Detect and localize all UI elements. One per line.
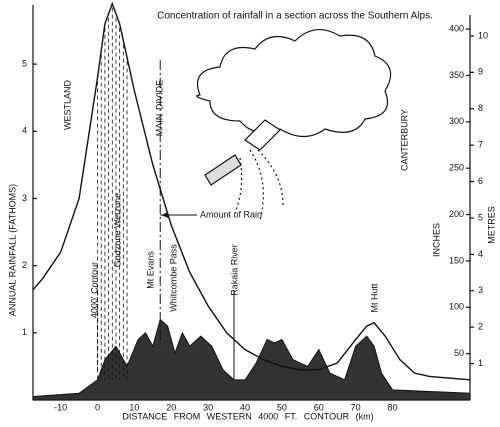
x-tick-label: 80: [388, 402, 398, 412]
y2-tick-label: 50: [454, 348, 464, 358]
y-tick-label: 1: [22, 327, 27, 337]
y2-tick-label: 300: [449, 116, 464, 126]
y3-tick-label: 5: [478, 212, 483, 222]
y2-tick-label: 400: [449, 23, 464, 33]
rainfall-line: [32, 1, 471, 381]
y-tick-label: 2: [22, 260, 27, 270]
chart-title: Concentration of rainfall in a section a…: [157, 11, 433, 22]
y-tick-label: 4: [22, 126, 27, 136]
x-tick-label: 10: [129, 402, 139, 412]
y3-tick-label: 2: [478, 322, 483, 332]
y3-tick-label: 8: [478, 103, 483, 113]
annotation: Mt Hutt: [369, 283, 379, 313]
pointer-arrow: [161, 212, 169, 218]
y3-axis-label: METRES: [486, 206, 496, 244]
annotation: Amount of Rain: [200, 209, 262, 219]
y3-tick-label: 7: [478, 140, 483, 150]
y2-tick-label: 250: [449, 163, 464, 173]
y2-axis-label: INCHES: [431, 223, 441, 257]
y-axis-label: ANNUAL RAINFALL (FATHOMS): [7, 184, 17, 316]
y3-tick-label: 3: [478, 285, 483, 295]
y3-tick-label: 9: [478, 67, 483, 77]
annotation: Whitcombe Pass: [168, 244, 178, 312]
annotation: MAIN: [154, 114, 164, 137]
annotation: WESTLAND: [62, 80, 72, 131]
annotation: Mt Evans: [145, 251, 155, 289]
x-tick-label: 50: [277, 402, 287, 412]
y3-tick-label: 1: [478, 358, 483, 368]
y3-tick-label: 10: [478, 30, 488, 40]
y2-tick-label: 200: [449, 209, 464, 219]
annotation: CANTERBURY: [399, 109, 409, 171]
y-tick-label: 3: [22, 193, 27, 203]
y2-tick-label: 100: [449, 302, 464, 312]
terrain-area: [32, 318, 471, 401]
x-tick-label: 60: [314, 402, 324, 412]
cloud-illustration: [196, 29, 392, 221]
x-tick-label: 40: [240, 402, 250, 412]
y-tick-label: 5: [22, 58, 27, 68]
x-axis-label: DISTANCE FROM WESTERN 4000 FT. CONTOUR (…: [122, 411, 373, 421]
x-tick-label: 70: [351, 402, 361, 412]
y3-tick-label: 6: [478, 176, 483, 186]
y2-tick-label: 350: [449, 70, 464, 80]
x-tick-label: -10: [54, 402, 67, 412]
annotation: Rakaia River: [229, 244, 239, 296]
y2-tick-label: 150: [449, 255, 464, 265]
x-tick-label: 20: [166, 402, 176, 412]
y3-tick-label: 4: [478, 249, 483, 259]
annotation: Godzone Wetzone: [112, 193, 122, 267]
annotation: 4000' Contour: [89, 262, 99, 318]
x-tick-label: 0: [95, 402, 100, 412]
x-tick-label: 30: [203, 402, 213, 412]
annotation: DIVIDE: [154, 80, 164, 110]
